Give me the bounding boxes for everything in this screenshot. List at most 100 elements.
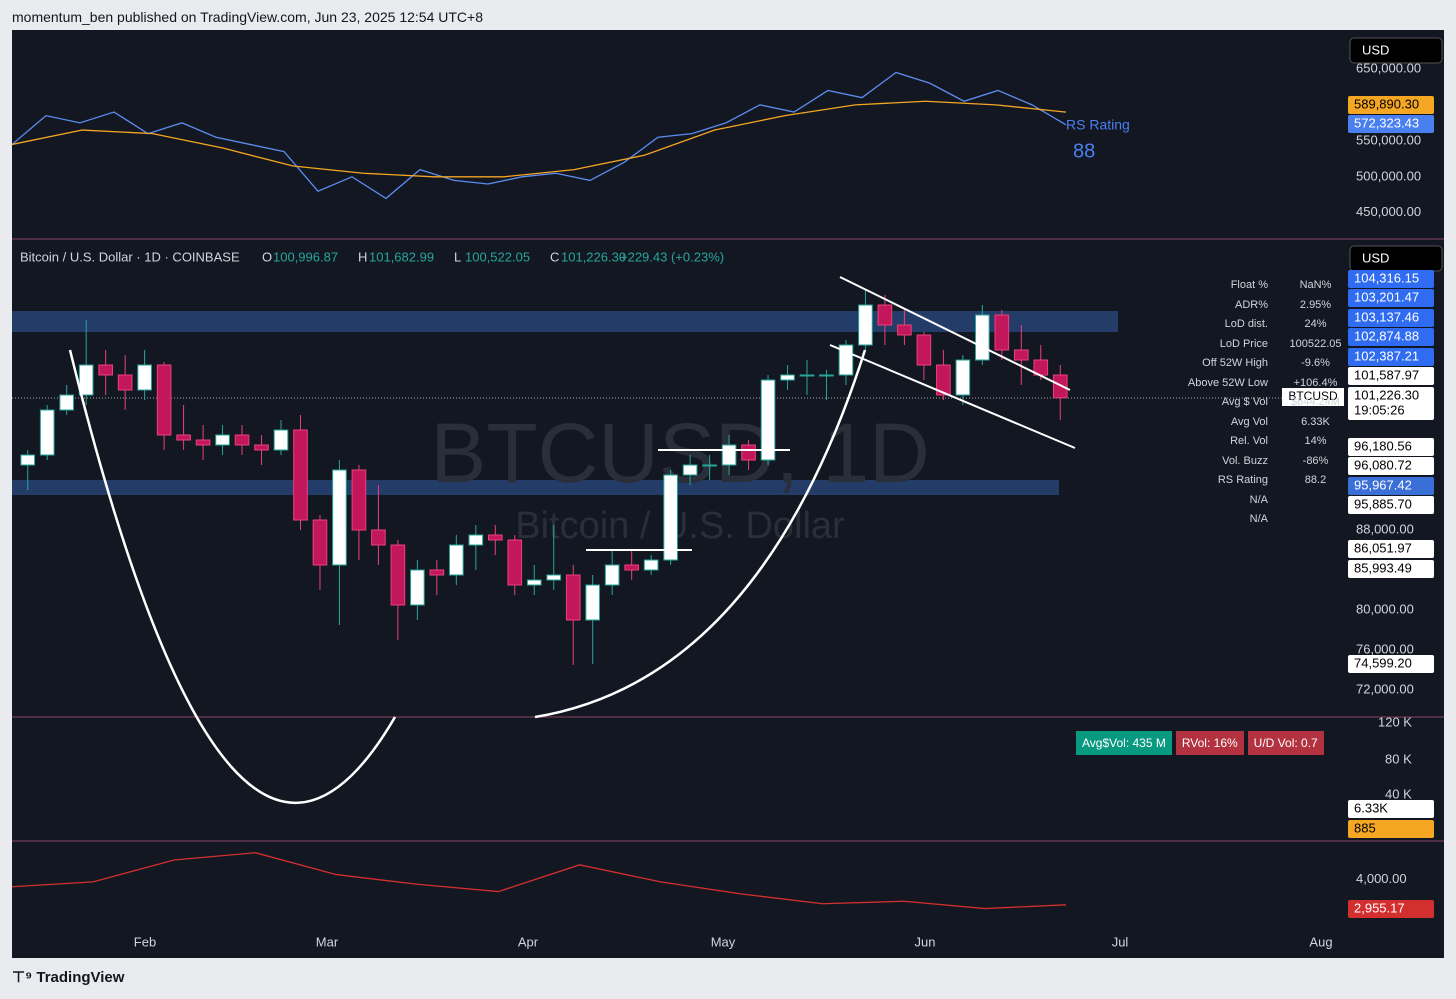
candles <box>20 290 1068 665</box>
price-badge <box>1348 560 1434 578</box>
price-badge-label: 589,890.30 <box>1354 96 1419 111</box>
stats-row: Off 52W High -9.6% <box>1168 357 1363 377</box>
cup-curve <box>68 349 867 805</box>
candle-body <box>195 439 211 446</box>
ticker-tag: BTCUSD <box>1288 389 1338 403</box>
stat-label: Above 52W Low <box>1187 376 1268 389</box>
candle-body <box>215 434 230 446</box>
stat-label: RS Rating <box>1217 474 1268 486</box>
indicator-line <box>11 852 1067 910</box>
stats-row: Rel. Vol 14% <box>1168 435 1363 455</box>
stat-value: 88.2 <box>1304 474 1327 486</box>
volume-axis-label: 80 K <box>1385 751 1412 766</box>
ticker-tag-box <box>1282 388 1344 406</box>
candle-body <box>546 574 562 581</box>
legend-box: RVol: 16% <box>1175 731 1244 755</box>
stat-label: N/A <box>1249 513 1268 525</box>
candle-body <box>176 434 191 441</box>
currency-box <box>1349 37 1443 64</box>
ohlc-value: 101,226.30 <box>561 249 626 264</box>
price-badge-label: 101,587.97 <box>1354 367 1419 382</box>
stats-row: Above 52W Low +106.4% <box>1168 377 1363 397</box>
candle-body <box>585 584 601 621</box>
candle-body <box>234 434 250 446</box>
candle-body <box>332 469 347 566</box>
candle-body <box>351 469 367 531</box>
candle-body <box>624 564 639 571</box>
price-badge-label: 86,051.97 <box>1354 540 1412 555</box>
symbol: Bitcoin / U.S. Dollar · 1D · COINBASE <box>20 249 240 264</box>
candle-body <box>760 379 776 461</box>
ohlc-key: C <box>550 249 559 264</box>
y-tick-label: 76,000.00 <box>1356 641 1414 656</box>
price-badge <box>1348 367 1434 385</box>
y-tick-label: 650,000.00 <box>1356 60 1421 75</box>
candle-body <box>20 454 36 466</box>
ohlc-key: L <box>454 249 461 264</box>
price-badge <box>1348 348 1434 366</box>
candle-body <box>390 544 406 606</box>
candle-body <box>663 474 678 561</box>
x-tick-label: Apr <box>518 934 539 949</box>
legend-box: Avg$Vol: 435 M <box>1076 731 1172 755</box>
candle-body <box>643 559 659 571</box>
candle-body <box>975 314 990 361</box>
candle-body <box>273 429 289 451</box>
ohlc-value: 100,522.05 <box>465 249 530 264</box>
candle-body <box>487 534 503 541</box>
stats-row: LoD dist. 24% <box>1168 318 1363 338</box>
price-badge <box>1348 328 1434 346</box>
candle-body <box>254 444 269 451</box>
stat-label: Float % <box>1230 279 1268 291</box>
watermark-sub: Bitcoin / U.S. Dollar <box>515 505 845 547</box>
price-badge-label: 95,885.70 <box>1354 496 1412 511</box>
stats-table: Float % NaN% ADR% 2.95% LoD dist. 24% LoD Pric… <box>1168 279 1363 533</box>
price-badge-label: 2,955.17 <box>1354 900 1405 915</box>
candle-body <box>819 374 834 377</box>
stat-value: NaN% <box>1299 279 1332 291</box>
candle-body <box>916 334 932 366</box>
candle-body <box>780 374 795 381</box>
header-title: momentum_ben published on TradingView.co… <box>12 9 483 25</box>
candle-body <box>507 539 523 586</box>
resistance-zone <box>12 311 1118 332</box>
stat-value: -9.6% <box>1301 357 1330 369</box>
x-tick-label: Jul <box>1112 934 1129 949</box>
price-badge-label: 885 <box>1354 820 1376 835</box>
price-badge-label: 96,080.72 <box>1354 457 1412 472</box>
x-tick-label: May <box>711 934 736 949</box>
price-badge-label: 102,874.88 <box>1354 328 1419 343</box>
price-badge-label: 103,137.46 <box>1354 309 1419 324</box>
stat-label: LoD Price <box>1219 337 1268 350</box>
volume-axis-label: 40 K <box>1385 786 1412 801</box>
candle-body <box>371 529 386 546</box>
y-tick-label: 88,000.00 <box>1356 521 1414 536</box>
price-badge <box>1348 402 1434 420</box>
stat-value: 100522.05 <box>1289 337 1342 350</box>
stat-value <box>1268 494 1363 514</box>
brand: TradingView <box>36 969 125 986</box>
candle-body <box>137 364 152 391</box>
price-badge-label: 102,387.21 <box>1354 348 1419 363</box>
price-badge <box>1348 289 1434 307</box>
stat-value: 6.33K <box>1301 415 1330 428</box>
candle-body <box>293 429 308 521</box>
candle-body <box>741 444 756 461</box>
candle-body <box>526 579 542 586</box>
logo: ⊤⁹ <box>12 969 37 986</box>
stats-row: N/A <box>1168 513 1363 533</box>
price-badge <box>1348 800 1434 818</box>
price-badge <box>1348 655 1434 673</box>
candle-body <box>682 464 698 476</box>
candle-body <box>604 564 620 586</box>
stats-row: RS Rating 88.2 <box>1168 474 1363 494</box>
price-badge-label: 104,316.15 <box>1354 270 1419 285</box>
volume-axis-label: 120 K <box>1378 714 1412 729</box>
stats-row: LoD Price 100522.05 <box>1168 338 1363 358</box>
price-badge <box>1348 270 1434 288</box>
stats-row: ADR% 2.95% <box>1168 299 1363 319</box>
stat-value: 14% <box>1304 435 1327 447</box>
candle-body <box>39 409 55 456</box>
candle-body <box>449 544 464 576</box>
stat-value <box>1268 513 1363 533</box>
